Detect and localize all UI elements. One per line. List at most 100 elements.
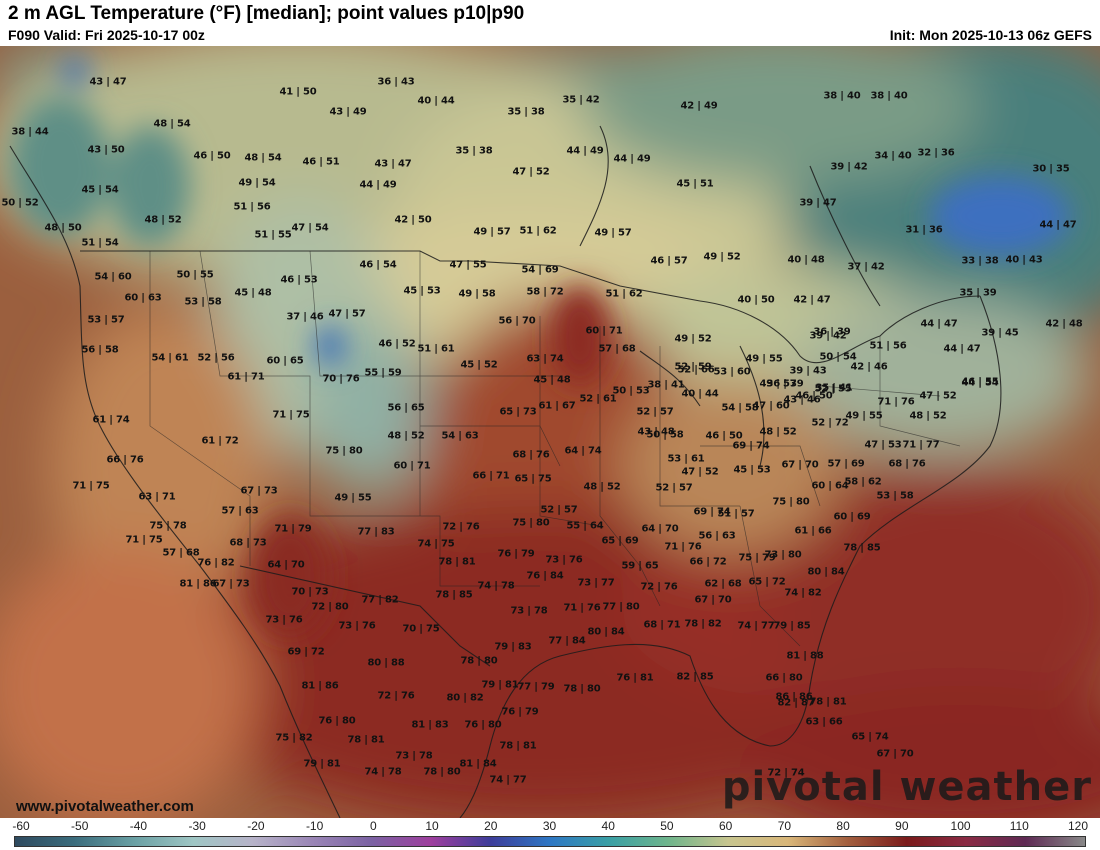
point-value: 80 | 84 xyxy=(587,626,625,638)
point-value: 79 | 85 xyxy=(773,620,811,632)
point-value: 56 | 65 xyxy=(387,402,425,414)
point-value: 52 | 55 xyxy=(814,383,852,395)
point-value: 44 | 49 xyxy=(613,153,651,165)
point-value: 66 | 72 xyxy=(689,556,727,568)
point-value: 52 | 57 xyxy=(655,482,693,494)
point-value: 81 | 83 xyxy=(411,719,449,731)
point-value: 51 | 61 xyxy=(417,343,455,355)
point-value: 47 | 53 xyxy=(864,439,902,451)
point-value: 70 | 75 xyxy=(402,623,440,635)
point-value: 50 | 53 xyxy=(612,385,650,397)
point-value: 46 | 51 xyxy=(302,156,340,168)
point-value: 67 | 70 xyxy=(876,748,914,760)
point-value: 41 | 50 xyxy=(279,86,317,98)
legend-tick: -20 xyxy=(247,819,265,833)
point-value: 58 | 62 xyxy=(844,476,882,488)
legend-tick: -30 xyxy=(188,819,206,833)
point-value: 63 | 74 xyxy=(526,353,564,365)
legend-tick: 120 xyxy=(1067,819,1089,833)
point-value: 72 | 76 xyxy=(442,521,480,533)
point-value: 66 | 76 xyxy=(106,454,144,466)
point-value: 77 | 82 xyxy=(361,594,399,606)
temperature-map[interactable]: 43 | 47 41 | 50 36 | 43 40 | 44 35 | 42 42 | … xyxy=(0,46,1100,818)
point-value: 46 | 53 xyxy=(280,274,318,286)
point-value: 66 | 71 xyxy=(472,470,510,482)
point-value: 51 | 62 xyxy=(605,288,643,300)
point-value: 68 | 71 xyxy=(643,619,681,631)
point-value: 43 | 46 xyxy=(783,394,821,406)
site-url[interactable]: www.pivotalweather.com xyxy=(16,798,194,815)
point-value: 66 | 80 xyxy=(765,672,803,684)
point-value: 73 | 80 xyxy=(764,549,802,561)
point-value: 72 | 76 xyxy=(640,581,678,593)
point-value: 34 | 40 xyxy=(874,150,912,162)
point-value: 44 | 47 xyxy=(1039,219,1077,231)
point-value: 48 | 52 xyxy=(144,214,182,226)
init-time: Init: Mon 2025-10-13 06z GEFS xyxy=(889,27,1092,43)
legend-tick: 20 xyxy=(484,819,498,833)
point-value: 53 | 58 xyxy=(184,296,222,308)
point-value: 74 | 77 xyxy=(489,774,527,786)
point-value: 69 | 74 xyxy=(693,506,731,518)
point-value: 53 | 61 xyxy=(667,453,705,465)
point-value: 81 | 86 xyxy=(301,680,339,692)
point-value: 86 | 86 xyxy=(775,691,813,703)
point-value: 36 | 39 xyxy=(813,326,851,338)
point-value: 61 | 74 xyxy=(92,414,130,426)
point-value: 48 | 54 xyxy=(153,118,191,130)
point-value: 71 | 75 xyxy=(125,534,163,546)
point-value: 60 | 71 xyxy=(393,460,431,472)
legend-tick: -60 xyxy=(12,819,30,833)
point-value: 79 | 83 xyxy=(494,641,532,653)
point-value: 78 | 81 xyxy=(347,734,385,746)
point-value: 78 | 85 xyxy=(843,542,881,554)
point-value: 43 | 47 xyxy=(374,158,412,170)
point-value: 44 | 49 xyxy=(566,145,604,157)
point-value: 68 | 76 xyxy=(512,449,550,461)
point-value: 72 | 76 xyxy=(377,690,415,702)
point-value: 42 | 50 xyxy=(394,214,432,226)
point-value: 76 | 80 xyxy=(464,719,502,731)
point-value: 68 | 76 xyxy=(888,458,926,470)
point-value: 57 | 68 xyxy=(162,547,200,559)
point-value: 61 | 67 xyxy=(538,400,576,412)
point-value: 49 | 52 xyxy=(703,251,741,263)
point-value: 71 | 76 xyxy=(563,602,601,614)
point-value: 77 | 84 xyxy=(548,635,586,647)
point-value: 56 | 70 xyxy=(498,315,536,327)
point-value: 78 | 80 xyxy=(563,683,601,695)
point-value: 77 | 83 xyxy=(357,526,395,538)
point-value: 65 | 75 xyxy=(514,473,552,485)
point-value: 71 | 79 xyxy=(274,523,312,535)
point-value: 38 | 41 xyxy=(647,379,685,391)
point-value: 50 | 58 xyxy=(646,429,684,441)
brand-logo: pivotal weather xyxy=(721,764,1092,810)
point-value: 40 | 50 xyxy=(737,294,775,306)
point-value: 56 | 58 xyxy=(81,344,119,356)
point-value: 50 | 55 xyxy=(176,269,214,281)
point-value: 46 | 57 xyxy=(650,255,688,267)
point-value: 62 | 68 xyxy=(704,578,742,590)
point-value: 48 | 54 xyxy=(244,152,282,164)
point-value: 48 | 52 xyxy=(909,410,947,422)
point-value: 64 | 70 xyxy=(267,559,305,571)
point-value: 51 | 56 xyxy=(869,340,907,352)
point-value: 73 | 76 xyxy=(545,554,583,566)
point-value: 37 | 46 xyxy=(286,311,324,323)
point-value: 52 | 56 xyxy=(197,352,235,364)
point-value: 42 | 46 xyxy=(850,361,888,373)
point-value: 74 | 77 xyxy=(737,620,775,632)
point-value: 57 | 68 xyxy=(598,343,636,355)
point-value: 40 | 48 xyxy=(787,254,825,266)
point-value: 81 | 86 xyxy=(179,578,217,590)
point-value: 80 | 82 xyxy=(446,692,484,704)
point-value: 49 | 57 xyxy=(594,227,632,239)
legend-tick: 60 xyxy=(718,819,733,833)
point-value: 64 | 74 xyxy=(564,445,602,457)
legend-tick: 40 xyxy=(601,819,615,833)
point-value: 73 | 78 xyxy=(395,750,433,762)
point-value: 75 | 80 xyxy=(325,445,363,457)
point-value: 75 | 79 xyxy=(738,552,776,564)
point-value: 48 | 52 xyxy=(759,426,797,438)
point-value: 52 | 59 xyxy=(674,361,712,373)
